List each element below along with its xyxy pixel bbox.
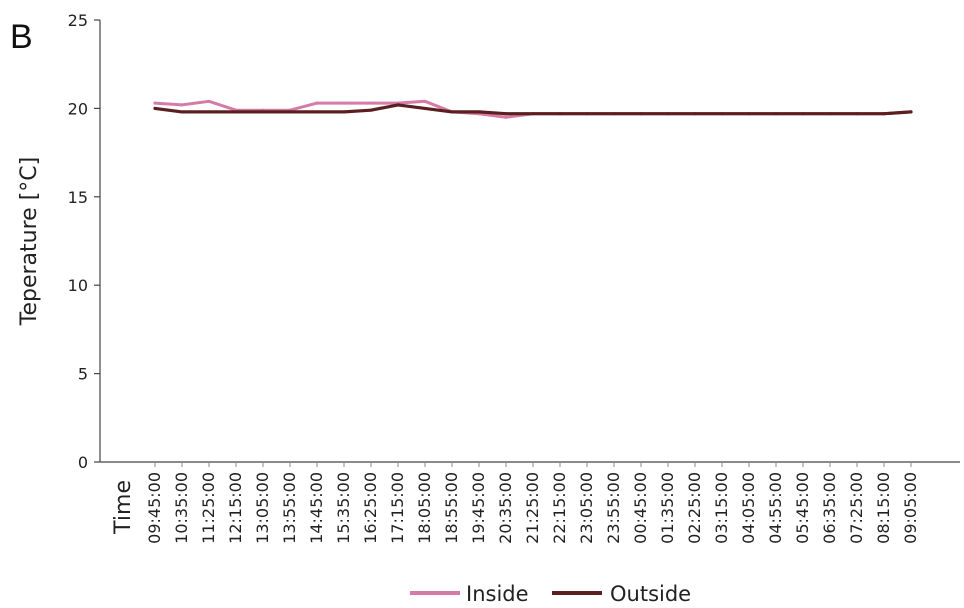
x-tick-label: 02:25:00 <box>685 472 704 544</box>
data-point-outside <box>315 110 319 114</box>
data-point-inside <box>369 101 373 105</box>
x-tick-label: 00:45:00 <box>631 472 650 544</box>
data-point-outside <box>477 110 481 114</box>
data-point-outside <box>288 110 292 114</box>
x-tick-label: 04:55:00 <box>766 472 785 544</box>
x-tick-label: 13:05:00 <box>253 472 272 544</box>
data-point-inside <box>423 99 427 103</box>
x-tick-label: 20:35:00 <box>496 472 515 544</box>
data-point-outside <box>504 112 508 116</box>
y-axis-title: Teperature [°C] <box>17 157 42 326</box>
data-point-outside <box>369 108 373 112</box>
data-point-outside <box>747 112 751 116</box>
x-axis-title: Time <box>111 480 136 535</box>
legend-label-outside: Outside <box>610 582 691 606</box>
data-point-outside <box>585 112 589 116</box>
data-point-outside <box>612 112 616 116</box>
data-point-outside <box>558 112 562 116</box>
data-point-inside <box>153 101 157 105</box>
series-layer <box>153 99 913 119</box>
data-point-outside <box>423 106 427 110</box>
x-tick-label: 23:55:00 <box>604 472 623 544</box>
data-point-outside <box>180 110 184 114</box>
data-point-outside <box>720 112 724 116</box>
data-point-outside <box>342 110 346 114</box>
x-tick-label: 18:55:00 <box>442 472 461 544</box>
panel-label: B <box>10 18 33 56</box>
x-tick-label: 01:35:00 <box>658 472 677 544</box>
data-point-outside <box>909 110 913 114</box>
x-tick-label: 21:25:00 <box>523 472 542 544</box>
data-point-outside <box>828 112 832 116</box>
x-tick-label: 12:15:00 <box>226 472 245 544</box>
data-point-inside <box>504 115 508 119</box>
x-tick-label: 08:15:00 <box>874 472 893 544</box>
x-tick-label: 04:05:00 <box>739 472 758 544</box>
data-point-inside <box>207 99 211 103</box>
x-tick-label: 10:35:00 <box>172 472 191 544</box>
x-tick-label: 22:15:00 <box>550 472 569 544</box>
x-tick-label: 16:25:00 <box>361 472 380 544</box>
x-tick-label: 11:25:00 <box>199 472 218 544</box>
y-tick-label: 15 <box>68 188 88 207</box>
x-tick-label: 03:15:00 <box>712 472 731 544</box>
x-tick-label: 13:55:00 <box>280 472 299 544</box>
data-point-outside <box>774 112 778 116</box>
x-tick-label: 19:45:00 <box>469 472 488 544</box>
data-point-inside <box>342 101 346 105</box>
data-point-outside <box>855 112 859 116</box>
data-point-outside <box>639 112 643 116</box>
data-point-outside <box>531 112 535 116</box>
data-point-outside <box>450 110 454 114</box>
x-tick-label: 06:35:00 <box>820 472 839 544</box>
y-tick-label: 25 <box>68 11 88 30</box>
legend-label-inside: Inside <box>466 582 529 606</box>
data-point-outside <box>207 110 211 114</box>
x-tick-label: 18:05:00 <box>415 472 434 544</box>
data-point-inside <box>315 101 319 105</box>
x-tick-label: 05:45:00 <box>793 472 812 544</box>
y-tick-label: 5 <box>78 365 88 384</box>
x-tick-label: 23:05:00 <box>577 472 596 544</box>
x-tick-label: 14:45:00 <box>307 472 326 544</box>
x-tick-label: 09:05:00 <box>901 472 920 544</box>
y-tick-label: 0 <box>78 453 88 472</box>
legend: Inside Outside <box>410 582 691 606</box>
x-tick-label: 07:25:00 <box>847 472 866 544</box>
data-point-outside <box>693 112 697 116</box>
axes: 0 5 10 15 20 25 Teperature [°C] Time 09:45:00 10:… <box>17 11 960 544</box>
data-point-outside <box>261 110 265 114</box>
data-point-outside <box>882 112 886 116</box>
data-point-outside <box>396 103 400 107</box>
data-point-outside <box>666 112 670 116</box>
data-point-inside <box>180 103 184 107</box>
data-point-outside <box>801 112 805 116</box>
x-tick-label: 09:45:00 <box>145 472 164 544</box>
x-tick-label: 17:15:00 <box>388 472 407 544</box>
x-tick-label: 15:35:00 <box>334 472 353 544</box>
y-tick-label: 20 <box>68 99 88 118</box>
y-tick-label: 10 <box>68 276 88 295</box>
data-point-outside <box>234 110 238 114</box>
data-point-outside <box>153 106 157 110</box>
